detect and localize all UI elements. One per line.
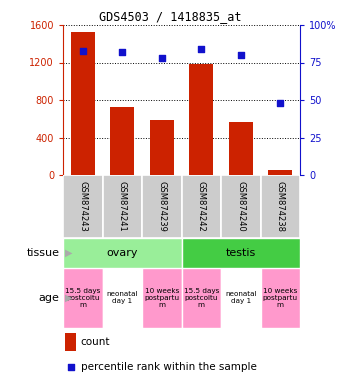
- Bar: [63, 238, 182, 268]
- Text: GSM874243: GSM874243: [78, 181, 87, 232]
- Bar: [268, 170, 292, 175]
- Bar: [221, 175, 261, 238]
- Text: GSM874241: GSM874241: [118, 181, 127, 232]
- Bar: [229, 122, 253, 175]
- Text: neonatal
day 1: neonatal day 1: [107, 291, 138, 305]
- Point: [278, 100, 283, 106]
- Text: GSM874240: GSM874240: [236, 181, 245, 232]
- Text: GSM874238: GSM874238: [276, 181, 285, 232]
- Bar: [110, 107, 134, 175]
- Text: ▶: ▶: [65, 248, 72, 258]
- Text: ovary: ovary: [107, 248, 138, 258]
- Point: [120, 49, 125, 55]
- Text: ▶: ▶: [65, 293, 72, 303]
- Bar: [221, 268, 261, 328]
- Bar: [65, 333, 76, 351]
- Bar: [182, 238, 300, 268]
- Text: count: count: [81, 337, 110, 347]
- Text: tissue: tissue: [27, 248, 60, 258]
- Bar: [261, 268, 300, 328]
- Text: 10 weeks
postpartu
m: 10 weeks postpartu m: [144, 288, 179, 308]
- Point: [68, 364, 74, 370]
- Text: testis: testis: [226, 248, 256, 258]
- Text: 10 weeks
postpartu
m: 10 weeks postpartu m: [263, 288, 298, 308]
- Text: 15.5 days
postcoitu
m: 15.5 days postcoitu m: [65, 288, 101, 308]
- Text: neonatal
day 1: neonatal day 1: [225, 291, 256, 305]
- Bar: [63, 175, 103, 238]
- Bar: [190, 65, 213, 175]
- Point: [80, 48, 86, 54]
- Bar: [71, 31, 95, 175]
- Point: [159, 55, 165, 61]
- Bar: [261, 175, 300, 238]
- Point: [198, 46, 204, 52]
- Bar: [142, 268, 182, 328]
- Text: percentile rank within the sample: percentile rank within the sample: [81, 362, 257, 372]
- Text: age: age: [39, 293, 60, 303]
- Text: 15.5 days
postcoitu
m: 15.5 days postcoitu m: [184, 288, 219, 308]
- Bar: [142, 175, 182, 238]
- Point: [238, 52, 243, 58]
- Text: GDS4503 / 1418835_at: GDS4503 / 1418835_at: [99, 10, 242, 23]
- Bar: [63, 268, 103, 328]
- Bar: [182, 175, 221, 238]
- Text: GSM874242: GSM874242: [197, 181, 206, 232]
- Bar: [150, 120, 174, 175]
- Bar: [182, 268, 221, 328]
- Text: GSM874239: GSM874239: [157, 181, 166, 232]
- Bar: [103, 268, 142, 328]
- Bar: [103, 175, 142, 238]
